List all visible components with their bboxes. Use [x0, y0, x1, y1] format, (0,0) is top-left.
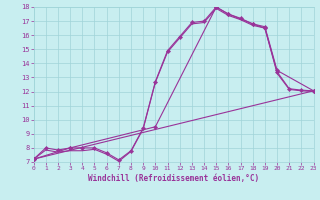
X-axis label: Windchill (Refroidissement éolien,°C): Windchill (Refroidissement éolien,°C): [88, 174, 259, 183]
